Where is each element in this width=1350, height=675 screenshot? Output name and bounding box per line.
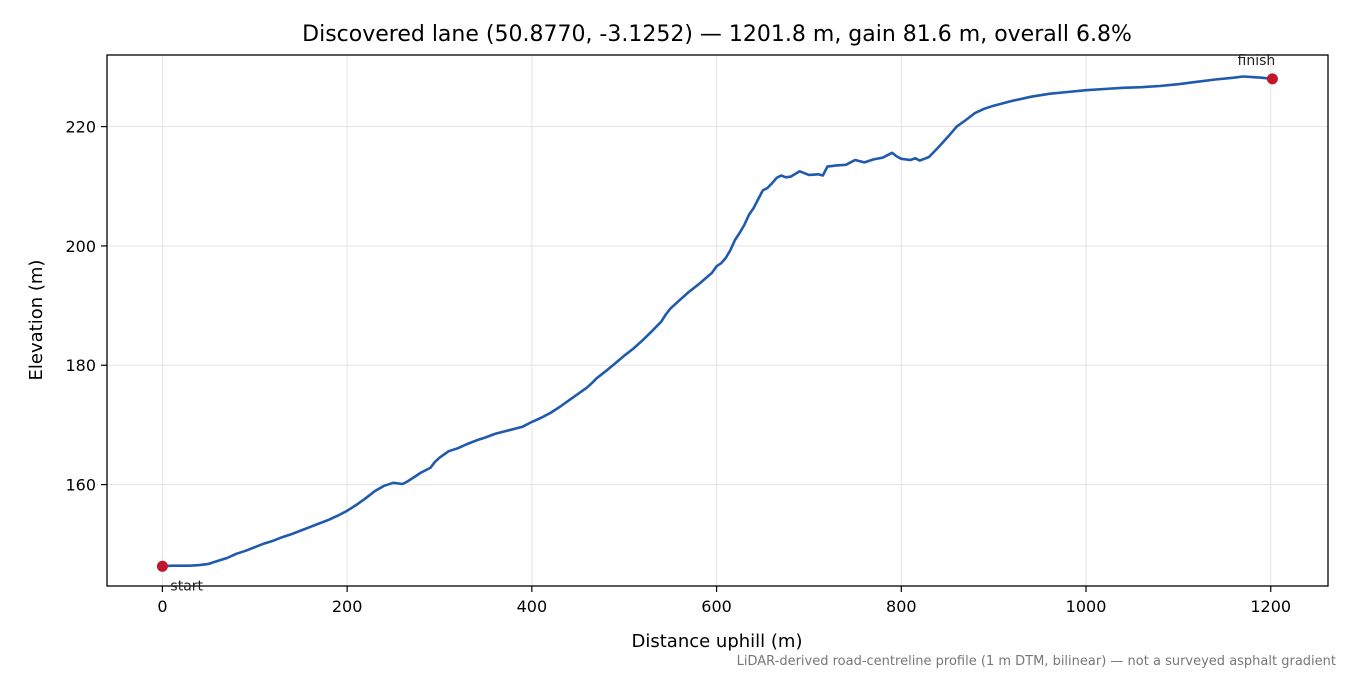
start-marker [156, 560, 168, 572]
y-tick-label: 200 [65, 237, 96, 256]
y-tick-label: 160 [65, 476, 96, 495]
x-tick-label: 200 [332, 597, 363, 616]
x-tick-label: 600 [701, 597, 732, 616]
x-tick-label: 1000 [1066, 597, 1107, 616]
plot-frame [106, 54, 1329, 587]
x-tick-label: 0 [157, 597, 167, 616]
x-axis-ticks: 0 200 400 600 800 1000 1200 [157, 586, 1291, 616]
grid [107, 55, 1328, 586]
elevation-profile-line [161, 75, 1274, 568]
footnote: LiDAR-derived road-centreline profile (1… [737, 654, 1336, 669]
y-tick-label: 180 [65, 356, 96, 375]
y-axis-ticks: 160 180 200 220 [65, 118, 107, 495]
chart-title: Discovered lane (50.8770, -3.1252) — 120… [302, 22, 1132, 47]
marker-layer: start finish [156, 53, 1278, 594]
x-tick-label: 400 [517, 597, 548, 616]
x-tick-label: 800 [886, 597, 917, 616]
x-axis-label: Distance uphill (m) [632, 631, 803, 652]
start-label: start [170, 578, 203, 594]
series-layer [161, 75, 1274, 568]
y-axis-label: Elevation (m) [26, 260, 47, 381]
x-tick-label: 1200 [1250, 597, 1291, 616]
finish-label: finish [1238, 53, 1276, 69]
finish-marker [1266, 73, 1278, 85]
y-tick-label: 220 [65, 118, 96, 137]
